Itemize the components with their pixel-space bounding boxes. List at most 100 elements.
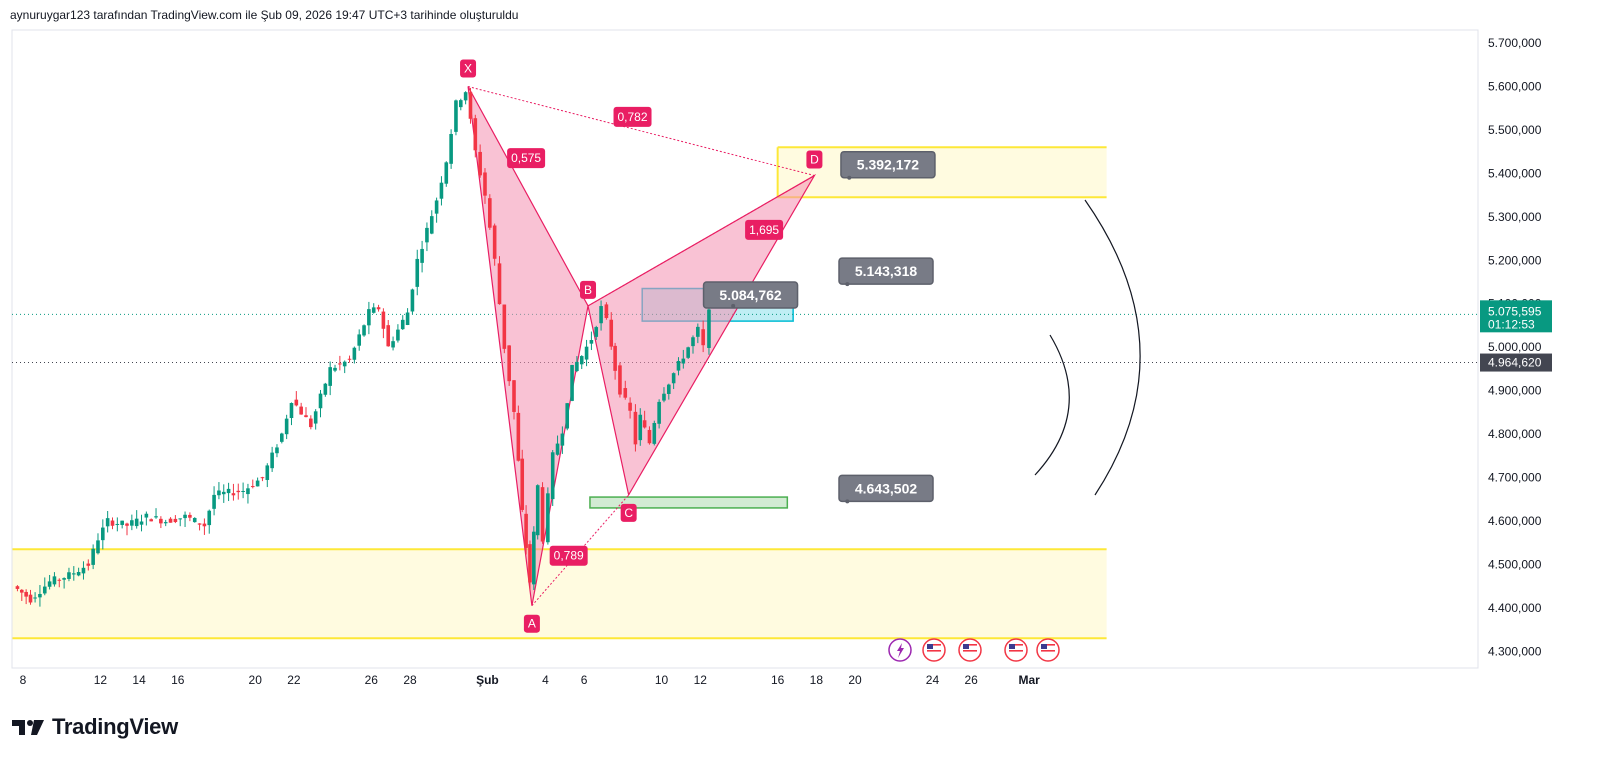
candle-body [410,289,415,312]
candle [681,349,686,369]
tradingview-logo[interactable]: TradingView [12,714,178,740]
candle [633,404,638,452]
candle [520,449,525,513]
candle [367,301,371,335]
candle-body [236,490,241,493]
candle-body [323,383,328,395]
y-tick-label: 5.600,000 [1488,79,1542,93]
candle-body [342,361,347,367]
candle [149,518,153,522]
candle [540,482,545,544]
candle-body [294,399,299,406]
candle [676,357,681,376]
candle-body [570,364,574,401]
candle-body [701,329,705,346]
point-label-bg [580,280,597,299]
point-label-bg [806,150,823,169]
x-tick-label: 12 [694,673,708,687]
candle-body [154,516,158,518]
candle-body [391,341,395,348]
candle-body [226,488,231,494]
candle [613,342,617,380]
ratio-label-text: 0,575 [511,151,541,165]
candle-body [667,384,671,394]
candle [231,483,236,501]
candle [67,567,71,582]
candle [134,510,139,529]
ratio-label-bg [507,148,546,169]
candle [415,249,420,296]
y-tick-label: 4.800,000 [1488,427,1542,441]
x-tick-label: 20 [848,673,862,687]
flag-stripe [927,653,941,655]
candle [154,508,158,519]
candle [667,383,671,400]
candle [318,389,323,418]
candle [289,402,294,426]
candle-body [555,443,560,455]
candle [101,519,105,550]
candle [260,476,265,482]
candle [212,486,216,516]
candle [188,512,192,522]
callout-box [838,474,934,503]
candle [618,362,622,398]
candle-body [15,586,20,589]
axis-layer: 5.700,000 5.600,000 5.500,000 5.400,000 5.30… [20,36,1552,687]
candle-body [618,365,622,395]
candle-body [347,358,352,360]
candle [546,487,550,545]
candle-body [125,523,129,526]
candle-body [696,326,700,337]
candle [528,540,532,591]
candle [33,592,37,603]
triangle-xab [467,86,589,606]
candle-body [376,307,381,310]
candle-body [628,402,632,411]
candle-body [101,527,105,541]
candle-body [613,345,617,371]
flag-stripe [1041,650,1055,652]
candle [139,514,144,532]
candle-body [231,493,236,496]
candle [391,336,395,351]
candle-body [246,488,250,495]
candle-body [47,581,52,587]
candle-body [550,452,555,500]
x-tick-label: 16 [771,673,785,687]
candle [555,435,560,456]
candle-body [449,134,453,164]
candle-body [212,494,216,509]
candle [492,223,497,266]
point-label-bg [460,59,477,78]
candle-body [207,510,212,526]
candle-body [512,380,516,412]
candle [371,303,376,314]
candle-body [265,465,270,480]
price-chart[interactable]: X A B C D 0,575 0,782 1,695 0,789 5.392,172 5.084… [0,0,1600,700]
candle-body [367,309,371,326]
candle [707,302,711,355]
point-label-c: C [620,503,637,522]
y-tick-label: 5.200,000 [1488,253,1542,267]
candle-body [454,100,458,132]
callout-anchor [847,175,852,180]
candle-body [241,490,245,492]
candle [202,518,207,535]
callout-box [840,150,936,179]
candle [662,387,666,403]
candle [434,197,439,223]
candle-body [478,151,482,176]
x-tick-label: 24 [926,673,940,687]
candle [192,517,197,523]
candle-body [86,563,91,566]
candle [57,578,62,588]
point-label-bg [620,503,637,522]
candle [71,566,76,581]
candle [696,323,700,344]
lightning-shape [897,643,904,658]
candle [429,210,434,235]
candle-body [676,361,681,371]
candle-body [575,361,579,372]
